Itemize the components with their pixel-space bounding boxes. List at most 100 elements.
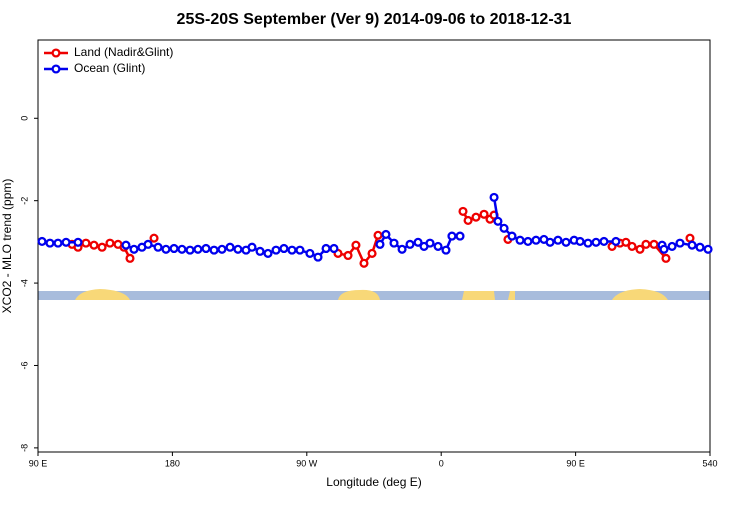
data-point (425, 238, 435, 248)
data-point (507, 231, 517, 241)
data-point (413, 237, 423, 247)
data-point (649, 239, 659, 249)
data-point (687, 240, 697, 250)
data-point (553, 235, 563, 245)
data-point (321, 243, 331, 254)
data-point (667, 241, 677, 251)
data-point (329, 243, 339, 254)
y-tick-label: -2 (19, 197, 29, 205)
x-tick-label: 540 (702, 458, 717, 468)
data-point (209, 245, 219, 255)
data-point (621, 237, 631, 247)
data-point (695, 242, 705, 252)
data-point (675, 238, 685, 248)
data-point (217, 244, 227, 254)
data-point (263, 248, 273, 258)
land-ocean-strip (38, 289, 710, 300)
data-point (121, 240, 131, 250)
data-point (129, 244, 139, 254)
x-tick-label: 90 W (296, 458, 318, 468)
data-point (343, 250, 353, 261)
data-point (61, 237, 71, 247)
x-tick-label: 180 (165, 458, 180, 468)
data-point (471, 212, 481, 222)
data-point (247, 242, 257, 252)
x-tick-label: 0 (439, 458, 444, 468)
data-point (545, 237, 555, 247)
legend-label: Ocean (Glint) (74, 61, 145, 75)
data-point (635, 244, 645, 254)
legend-marker (51, 48, 61, 58)
y-axis-label: XCO2 - MLO trend (ppm) (0, 179, 14, 314)
data-point (45, 238, 55, 248)
data-point (381, 229, 391, 240)
data-point (531, 235, 541, 245)
data-point (685, 233, 695, 243)
data-point (599, 236, 609, 247)
data-point (703, 244, 713, 254)
data-point (575, 236, 585, 247)
data-point (561, 237, 571, 247)
data-point (295, 245, 305, 255)
data-point (177, 244, 187, 254)
data-point (375, 239, 385, 249)
data-point (97, 242, 107, 252)
x-axis-label: Longitude (deg E) (326, 475, 421, 489)
legend-label: Land (Nadir&Glint) (74, 45, 173, 59)
data-point (659, 244, 669, 254)
data-point (193, 244, 203, 254)
data-point (53, 238, 63, 248)
data-point (351, 240, 361, 250)
data-point (185, 245, 195, 255)
data-point (73, 237, 83, 247)
data-point (397, 244, 407, 254)
data-point (143, 239, 153, 249)
data-point (169, 243, 179, 254)
data-point (287, 245, 297, 255)
data-point (233, 244, 243, 254)
data-point (271, 245, 281, 255)
data-point (389, 238, 399, 248)
data-point (125, 253, 135, 263)
data-point (499, 223, 509, 233)
data-point (583, 238, 593, 248)
data-point (359, 258, 369, 268)
data-point (373, 230, 383, 240)
data-point (313, 252, 323, 262)
data-point (441, 245, 451, 255)
data-point (627, 241, 637, 251)
data-point (479, 209, 489, 219)
data-point (149, 233, 159, 243)
data-point (105, 238, 115, 248)
data-point (489, 192, 499, 202)
data-point (201, 243, 211, 254)
x-tick-label: 90 E (566, 458, 585, 468)
data-point (641, 239, 651, 249)
data-point (153, 242, 163, 252)
data-point (433, 241, 443, 251)
y-tick-label: -4 (19, 279, 29, 287)
data-point (37, 236, 47, 247)
data-point (591, 237, 601, 247)
data-point (279, 243, 289, 254)
data-point (455, 231, 465, 241)
data-point (611, 236, 621, 247)
x-tick-label: 90 E (29, 458, 48, 468)
y-tick-label: 0 (19, 116, 29, 121)
data-point (81, 238, 91, 248)
data-point (161, 244, 171, 254)
data-point (255, 246, 265, 256)
chart-title: 25S-20S September (Ver 9) 2014-09-06 to … (177, 11, 572, 28)
y-tick-label: -8 (19, 444, 29, 452)
y-tick-label: -6 (19, 361, 29, 369)
data-point (523, 236, 533, 247)
data-point (89, 240, 99, 250)
legend-marker (51, 64, 61, 74)
data-point (661, 253, 671, 263)
data-point (493, 216, 503, 226)
data-point (463, 215, 473, 226)
data-point (225, 242, 235, 252)
data-point (367, 248, 377, 258)
